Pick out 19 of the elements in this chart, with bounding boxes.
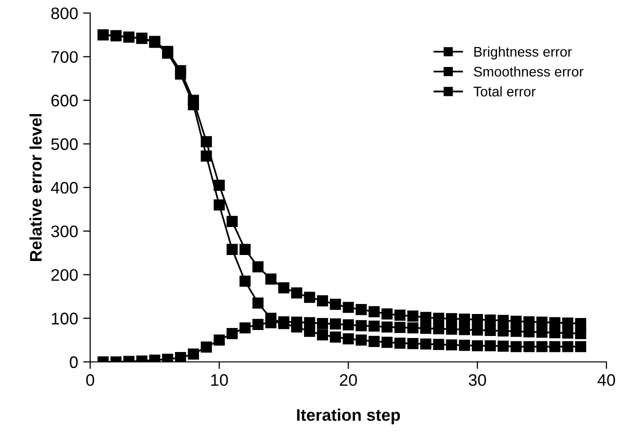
x-tick-label: 10 xyxy=(211,374,228,386)
legend-label: Brightness error xyxy=(474,46,572,60)
y-tick-label: 200 xyxy=(51,269,78,281)
legend-label: Total error xyxy=(474,86,536,96)
y-tick-label: 700 xyxy=(51,51,78,63)
y-axis-title: Relative error level xyxy=(29,114,42,261)
y-tick-label: 400 xyxy=(50,182,78,194)
y-tick-label: 800 xyxy=(51,7,78,20)
x-axis-title: Iteration step xyxy=(297,408,400,424)
y-tick-label: 0 xyxy=(70,356,78,368)
x-tick-label: 40 xyxy=(598,374,616,386)
x-tick-label: 20 xyxy=(340,374,357,386)
y-tick-label: 100 xyxy=(52,312,78,324)
x-tick-label: 30 xyxy=(468,374,486,386)
y-tick-label: 600 xyxy=(51,94,78,106)
y-tick-label: 300 xyxy=(51,225,78,238)
y-tick-label: 500 xyxy=(51,138,78,150)
x-tick-label: 0 xyxy=(86,374,94,386)
legend-label: Smoothness error xyxy=(474,66,584,77)
